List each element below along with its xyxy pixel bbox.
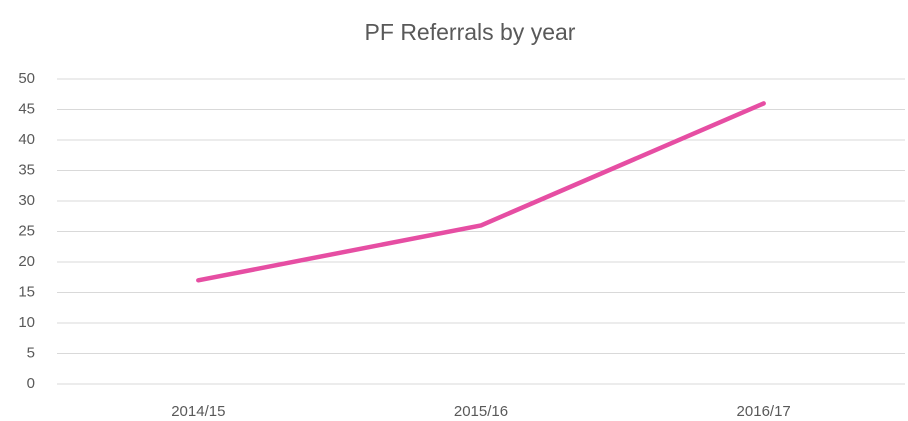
y-tick-label: 50: [18, 70, 35, 87]
y-tick-label: 15: [18, 283, 35, 300]
x-tick-label: 2014/15: [171, 403, 225, 420]
x-tick-label: 2015/16: [454, 403, 508, 420]
y-tick-label: 30: [18, 192, 35, 209]
chart-title: PF Referrals by year: [365, 19, 576, 45]
y-tick-label: 0: [27, 375, 35, 392]
data-line: [196, 101, 766, 283]
y-tick-label: 20: [18, 253, 35, 270]
x-tick-label: 2016/17: [737, 403, 791, 420]
y-tick-label: 10: [18, 314, 35, 331]
y-tick-label: 45: [18, 100, 35, 117]
y-tick-label: 40: [18, 131, 35, 148]
y-tick-label: 25: [18, 222, 35, 239]
y-tick-label: 35: [18, 161, 35, 178]
y-tick-label: 5: [27, 344, 35, 361]
